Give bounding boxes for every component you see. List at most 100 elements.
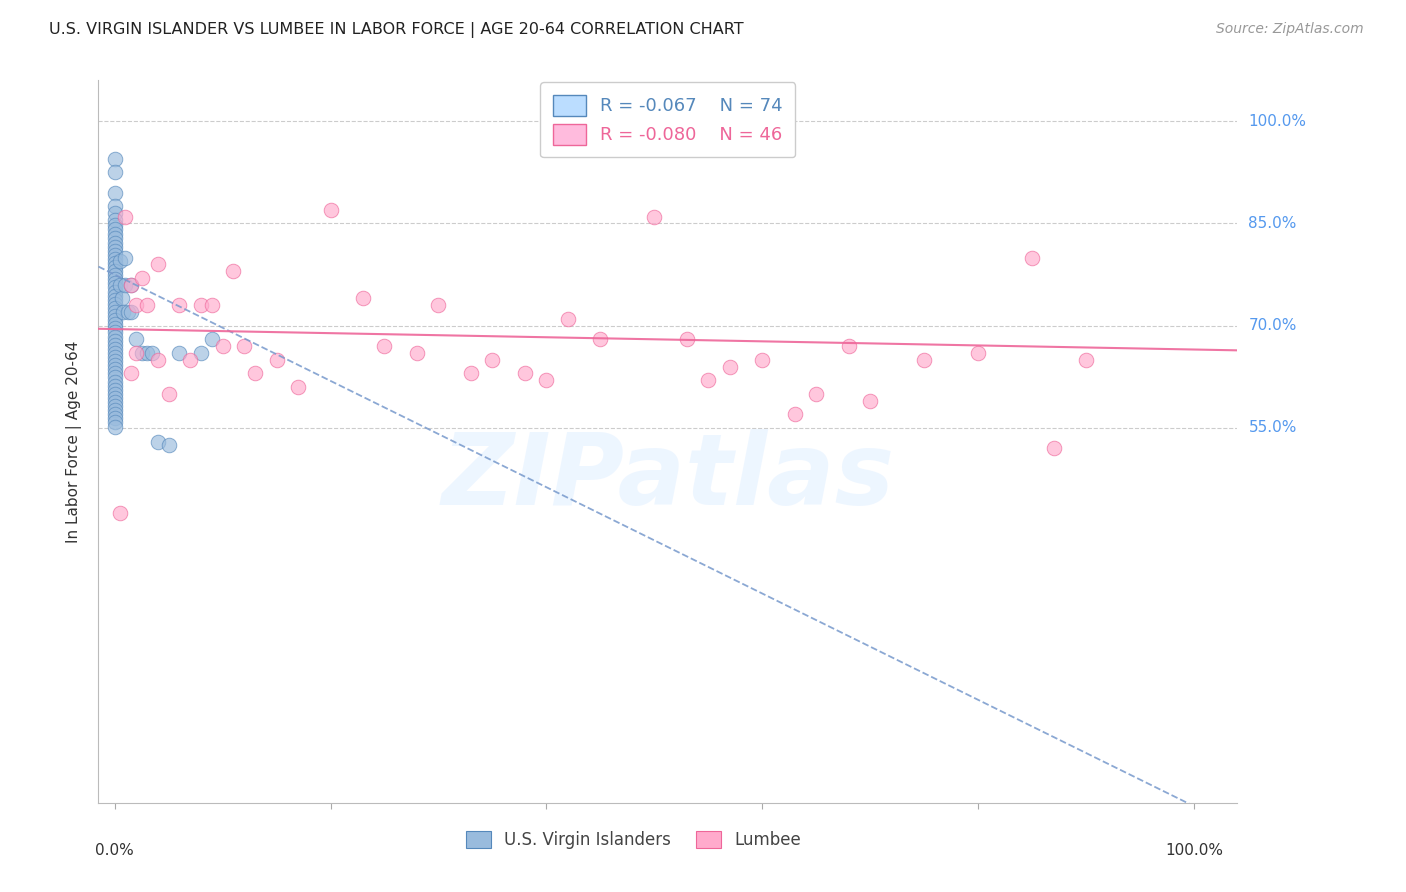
Point xyxy=(104,309,127,323)
Point xyxy=(460,367,482,381)
Point xyxy=(104,342,127,356)
Point xyxy=(104,334,127,348)
Point xyxy=(136,346,159,360)
Point xyxy=(751,352,773,367)
Point xyxy=(104,383,127,397)
Point xyxy=(104,337,127,351)
Point xyxy=(783,407,806,421)
Point xyxy=(352,292,374,306)
Point xyxy=(104,378,127,392)
Point xyxy=(104,264,127,278)
Point xyxy=(104,362,127,376)
Point xyxy=(104,218,127,232)
Point xyxy=(104,403,127,417)
Point xyxy=(211,339,233,353)
Point xyxy=(104,370,127,384)
Text: Source: ZipAtlas.com: Source: ZipAtlas.com xyxy=(1216,22,1364,37)
Point xyxy=(838,339,860,353)
Point xyxy=(104,248,127,262)
Point xyxy=(697,373,720,387)
Point xyxy=(104,346,127,360)
Point xyxy=(104,260,127,274)
Point xyxy=(1042,442,1064,456)
Point xyxy=(718,359,741,374)
Legend: U.S. Virgin Islanders, Lumbee: U.S. Virgin Islanders, Lumbee xyxy=(460,824,808,856)
Point xyxy=(104,235,127,250)
Point xyxy=(114,210,136,224)
Point xyxy=(233,339,256,353)
Point xyxy=(104,419,127,434)
Point xyxy=(536,373,558,387)
Point xyxy=(179,352,201,367)
Point xyxy=(201,332,224,346)
Point xyxy=(190,298,212,312)
Text: U.S. VIRGIN ISLANDER VS LUMBEE IN LABOR FORCE | AGE 20-64 CORRELATION CHART: U.S. VIRGIN ISLANDER VS LUMBEE IN LABOR … xyxy=(49,22,744,38)
Point xyxy=(112,305,135,319)
Point xyxy=(266,352,288,367)
Point xyxy=(912,352,935,367)
Point xyxy=(104,288,127,302)
Point xyxy=(131,271,153,285)
Point xyxy=(131,346,153,360)
Point xyxy=(104,293,127,307)
Text: 55.0%: 55.0% xyxy=(1249,420,1296,435)
Point xyxy=(104,165,127,179)
Point xyxy=(104,231,127,245)
Point xyxy=(287,380,309,394)
Point xyxy=(201,298,224,312)
Point xyxy=(104,256,127,270)
Text: ZIPatlas: ZIPatlas xyxy=(441,429,894,526)
Point xyxy=(589,332,612,346)
Point xyxy=(104,318,127,332)
Point xyxy=(104,186,127,200)
Point xyxy=(190,346,212,360)
Point xyxy=(513,367,536,381)
Point xyxy=(108,254,131,268)
Point xyxy=(104,395,127,409)
Point xyxy=(104,305,127,319)
Point xyxy=(104,152,127,166)
Point xyxy=(222,264,245,278)
Point xyxy=(859,393,882,408)
Point xyxy=(104,354,127,368)
Point xyxy=(136,298,159,312)
Text: 70.0%: 70.0% xyxy=(1249,318,1296,334)
Point xyxy=(104,375,127,389)
Point xyxy=(104,252,127,266)
Point xyxy=(104,227,127,241)
Point xyxy=(125,332,148,346)
Point xyxy=(125,346,148,360)
Point xyxy=(104,350,127,364)
Point xyxy=(114,251,136,265)
Point xyxy=(104,367,127,381)
Point xyxy=(243,367,266,381)
Point xyxy=(319,202,342,217)
Point xyxy=(675,332,697,346)
Point xyxy=(1021,251,1043,265)
Point xyxy=(373,339,395,353)
Point xyxy=(104,387,127,401)
Point xyxy=(104,244,127,258)
Y-axis label: In Labor Force | Age 20-64: In Labor Force | Age 20-64 xyxy=(66,341,83,542)
Point xyxy=(557,311,579,326)
Point xyxy=(146,352,169,367)
Text: 85.0%: 85.0% xyxy=(1249,216,1296,231)
Point xyxy=(104,326,127,340)
Point xyxy=(104,285,127,299)
Point xyxy=(104,239,127,253)
Point xyxy=(120,277,142,292)
Point xyxy=(104,297,127,311)
Point xyxy=(157,438,180,452)
Point xyxy=(104,329,127,343)
Point xyxy=(120,305,142,319)
Point xyxy=(157,387,180,401)
Point xyxy=(108,277,131,292)
Point xyxy=(117,305,139,319)
Point xyxy=(643,210,665,224)
Point xyxy=(967,346,990,360)
Point xyxy=(169,298,191,312)
Point xyxy=(104,407,127,421)
Point xyxy=(120,277,142,292)
Point xyxy=(104,280,127,294)
Point xyxy=(104,321,127,335)
